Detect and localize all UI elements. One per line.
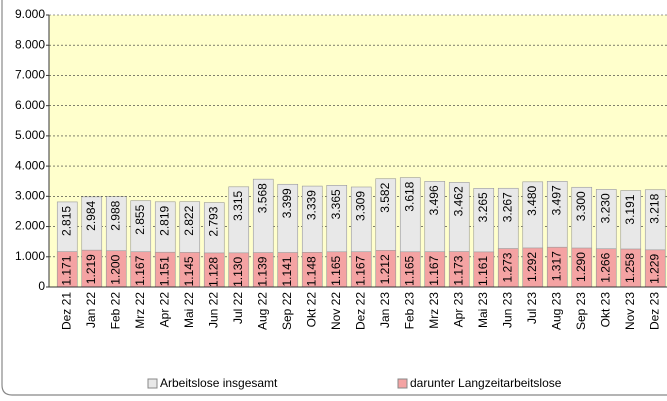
value-label: 2.793 (206, 206, 220, 236)
value-label: 1.167 (133, 255, 147, 285)
y-tick-label: 2.000 (15, 219, 45, 233)
value-label: 1.292 (525, 252, 539, 282)
value-label: 2.988 (108, 200, 122, 230)
value-label: 3.480 (525, 186, 539, 216)
value-label: 3.399 (280, 188, 294, 218)
value-label: 1.171 (59, 255, 73, 285)
value-label: 1.173 (451, 255, 465, 285)
x-tick-label: Nov 23 (623, 292, 637, 330)
x-tick-label: Feb 22 (108, 292, 122, 330)
value-label: 1.317 (549, 251, 563, 281)
value-label: 3.265 (476, 192, 490, 222)
x-tick-label: Okt 22 (304, 292, 318, 328)
x-tick-label: Jun 22 (206, 292, 220, 328)
legend-label: darunter Langzeitarbeitslose (410, 376, 562, 390)
legend-swatch (397, 378, 408, 389)
value-label: 3.218 (647, 193, 661, 223)
value-label: 1.165 (402, 255, 416, 285)
value-label: 1.141 (280, 256, 294, 286)
value-label: 3.267 (500, 192, 514, 222)
value-label: 3.315 (231, 190, 245, 220)
value-label: 1.273 (500, 252, 514, 282)
x-tick-label: Okt 23 (598, 292, 612, 328)
x-tick-label: Dez 23 (647, 292, 661, 330)
value-label: 3.191 (623, 194, 637, 224)
value-label: 1.161 (476, 256, 490, 286)
value-label: 1.167 (427, 255, 441, 285)
x-tick-label: Jul 23 (525, 292, 539, 324)
x-tick-label: Jan 23 (378, 292, 392, 328)
x-tick-label: Aug 22 (255, 292, 269, 330)
y-tick-label: 9.000 (15, 7, 45, 21)
value-label: 2.819 (157, 205, 171, 235)
value-label: 2.822 (182, 205, 196, 235)
value-label: 1.130 (231, 257, 245, 287)
x-tick-label: Jun 23 (500, 292, 514, 328)
y-tick-label: 4.000 (15, 158, 45, 172)
value-label: 1.128 (206, 257, 220, 287)
value-label: 1.145 (182, 256, 196, 286)
value-label: 1.258 (623, 253, 637, 283)
value-label: 1.266 (598, 252, 612, 282)
value-label: 2.815 (59, 206, 73, 236)
value-label: 2.984 (84, 200, 98, 230)
x-tick-label: Apr 22 (157, 292, 171, 328)
y-tick-label: 5.000 (15, 128, 45, 142)
x-tick-label: Dez 22 (353, 292, 367, 330)
x-tick-label: Feb 23 (402, 292, 416, 330)
x-tick-label: Mrz 22 (133, 292, 147, 329)
value-label: 3.300 (574, 191, 588, 221)
y-tick-label: 1.000 (15, 249, 45, 263)
x-tick-label: Mrz 23 (427, 292, 441, 329)
value-label: 3.339 (304, 190, 318, 220)
x-tick-label: Mai 22 (182, 292, 196, 328)
value-label: 3.309 (353, 191, 367, 221)
value-label: 3.497 (549, 185, 563, 215)
x-tick-label: Sep 22 (280, 292, 294, 330)
x-tick-label: Jan 22 (84, 292, 98, 328)
y-tick-label: 0 (38, 279, 45, 293)
value-label: 1.167 (353, 255, 367, 285)
legend-swatch (147, 378, 158, 389)
y-tick-label: 7.000 (15, 68, 45, 82)
x-tick-label: Aug 23 (549, 292, 563, 330)
y-tick-label: 6.000 (15, 98, 45, 112)
value-label: 1.200 (108, 254, 122, 284)
value-label: 3.582 (378, 182, 392, 212)
x-tick-label: Jul 22 (231, 292, 245, 324)
legend-label: Arbeitslose insgesamt (160, 376, 278, 390)
x-tick-label: Apr 23 (451, 292, 465, 328)
value-label: 1.148 (304, 256, 318, 286)
value-label: 1.229 (647, 254, 661, 284)
value-label: 3.618 (402, 181, 416, 211)
x-tick-label: Dez 21 (59, 292, 73, 330)
value-label: 3.365 (329, 189, 343, 219)
value-label: 1.165 (329, 255, 343, 285)
x-tick-label: Sep 23 (574, 292, 588, 330)
value-label: 1.212 (378, 254, 392, 284)
value-label: 3.496 (427, 185, 441, 215)
y-tick-label: 8.000 (15, 37, 45, 51)
value-label: 2.855 (133, 204, 147, 234)
value-label: 1.139 (255, 256, 269, 286)
x-tick-label: Mai 23 (476, 292, 490, 328)
x-tick-label: Nov 22 (329, 292, 343, 330)
value-label: 1.219 (84, 254, 98, 284)
y-tick-label: 3.000 (15, 189, 45, 203)
value-label: 3.462 (451, 186, 465, 216)
value-label: 1.290 (574, 252, 588, 282)
value-label: 1.151 (157, 256, 171, 286)
value-label: 3.568 (255, 183, 269, 213)
value-label: 3.230 (598, 193, 612, 223)
